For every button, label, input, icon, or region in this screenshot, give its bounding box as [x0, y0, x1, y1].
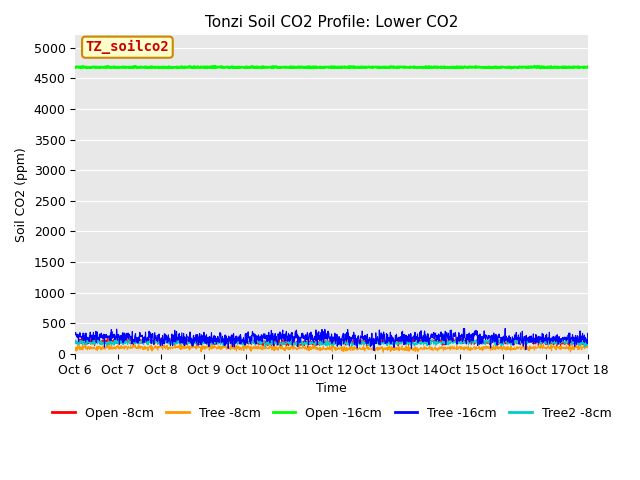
Tree -8cm [412, 348, 419, 354]
Open -8cm [412, 338, 420, 344]
Open -16cm [412, 64, 419, 70]
Line: Open -8cm: Open -8cm [76, 336, 588, 348]
Tree2 -8cm [581, 344, 589, 350]
Open -16cm [524, 64, 532, 70]
Open -8cm [72, 339, 79, 345]
Tree -16cm [524, 336, 532, 342]
Line: Open -16cm: Open -16cm [76, 66, 588, 68]
Tree -16cm [501, 325, 509, 331]
Tree -16cm [479, 337, 486, 343]
Tree2 -8cm [243, 339, 251, 345]
Open -16cm [508, 65, 515, 71]
Tree -8cm [380, 349, 387, 355]
Open -8cm [243, 338, 251, 344]
Tree -8cm [72, 347, 79, 353]
Open -8cm [173, 337, 181, 343]
Line: Tree -16cm: Tree -16cm [76, 328, 588, 350]
Title: Tonzi Soil CO2 Profile: Lower CO2: Tonzi Soil CO2 Profile: Lower CO2 [205, 15, 458, 30]
Open -8cm [186, 340, 193, 346]
Tree2 -8cm [478, 339, 486, 345]
Tree -16cm [186, 334, 193, 340]
Tree2 -8cm [524, 339, 531, 345]
Open -16cm [173, 65, 180, 71]
Tree -16cm [72, 331, 79, 337]
Open -8cm [104, 334, 111, 339]
Line: Tree -8cm: Tree -8cm [76, 343, 588, 352]
Tree -8cm [584, 342, 592, 348]
Tree -16cm [173, 335, 180, 341]
Open -8cm [584, 340, 592, 346]
Tree -8cm [243, 346, 251, 352]
Tree2 -8cm [186, 341, 193, 347]
Tree -16cm [584, 334, 592, 339]
Tree2 -8cm [173, 341, 180, 347]
Open -8cm [304, 345, 312, 351]
Tree -8cm [173, 344, 180, 350]
Tree -8cm [186, 347, 193, 353]
Y-axis label: Soil CO2 (ppm): Soil CO2 (ppm) [15, 147, 28, 242]
Open -16cm [211, 63, 218, 69]
Tree2 -8cm [540, 336, 548, 341]
Open -8cm [524, 338, 532, 344]
Tree2 -8cm [72, 337, 79, 343]
Tree -8cm [524, 344, 531, 350]
Legend: Open -8cm, Tree -8cm, Open -16cm, Tree -16cm, Tree2 -8cm: Open -8cm, Tree -8cm, Open -16cm, Tree -… [47, 402, 616, 425]
Open -16cm [72, 64, 79, 70]
Tree -8cm [537, 340, 545, 346]
Open -16cm [584, 64, 592, 70]
Tree2 -8cm [411, 340, 419, 346]
Line: Tree2 -8cm: Tree2 -8cm [76, 338, 588, 347]
Open -16cm [479, 64, 486, 70]
Open -16cm [186, 64, 193, 70]
Tree -16cm [370, 348, 378, 353]
Tree -16cm [243, 335, 251, 340]
Text: TZ_soilco2: TZ_soilco2 [86, 40, 170, 54]
Tree -16cm [412, 334, 419, 339]
Tree2 -8cm [584, 340, 592, 346]
Tree -8cm [479, 348, 486, 354]
X-axis label: Time: Time [316, 383, 347, 396]
Open -16cm [243, 64, 251, 70]
Open -8cm [479, 337, 486, 343]
